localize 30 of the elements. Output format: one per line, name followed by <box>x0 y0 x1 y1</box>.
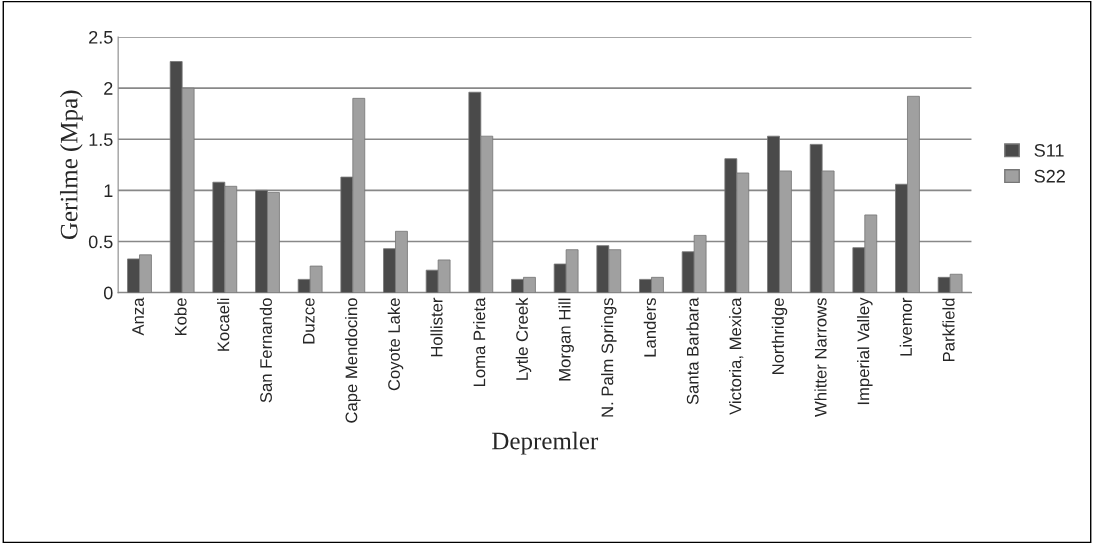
x-tick-label: Hollister <box>430 297 443 357</box>
legend-label: S22 <box>1034 169 1065 183</box>
x-tick-label: Imperial Valley <box>857 297 873 405</box>
x-tick-label: Landers <box>643 298 656 357</box>
y-tick-label: 1 <box>104 184 113 197</box>
y-tick-label: 2 <box>104 82 113 95</box>
x-tick-label: Loma Prieta <box>473 297 486 387</box>
x-tick-label: Northridge <box>771 298 788 374</box>
x-tick-label: Livemor <box>899 297 912 356</box>
legend-label: S11 <box>1034 143 1064 157</box>
y-axis-title: Gerilme (Mpa) <box>59 90 83 240</box>
x-tick-label: Duzce <box>302 298 315 344</box>
x-tick-label: Whitter Narrows <box>814 298 827 417</box>
x-tick-label: San Fernando <box>259 298 272 403</box>
x-tick-label: Kocaeli <box>217 298 230 351</box>
y-tick-label: 0.5 <box>88 235 113 249</box>
x-tick-label: Parkfield <box>942 298 955 362</box>
x-tick-label: Victoria, Mexica <box>729 297 744 415</box>
y-tick-label: 1.5 <box>89 133 113 146</box>
x-tick-label: N. Palm Springs <box>601 298 617 417</box>
x-tick-label: Cape Mendocino <box>345 298 361 423</box>
x-tick-label: Kobe <box>174 298 187 336</box>
y-tick-label: 2.5 <box>89 30 113 44</box>
x-tick-label: Morgan Hill <box>558 298 574 381</box>
x-tick-label: Anza <box>132 297 144 336</box>
x-tick-label: Santa Barbara <box>686 297 699 405</box>
x-axis-title: Depremler <box>492 431 599 455</box>
x-tick-label: Coyote Lake <box>387 298 404 391</box>
y-tick-label: 0 <box>103 286 113 300</box>
x-tick-label: Lytle Creek <box>515 297 532 380</box>
